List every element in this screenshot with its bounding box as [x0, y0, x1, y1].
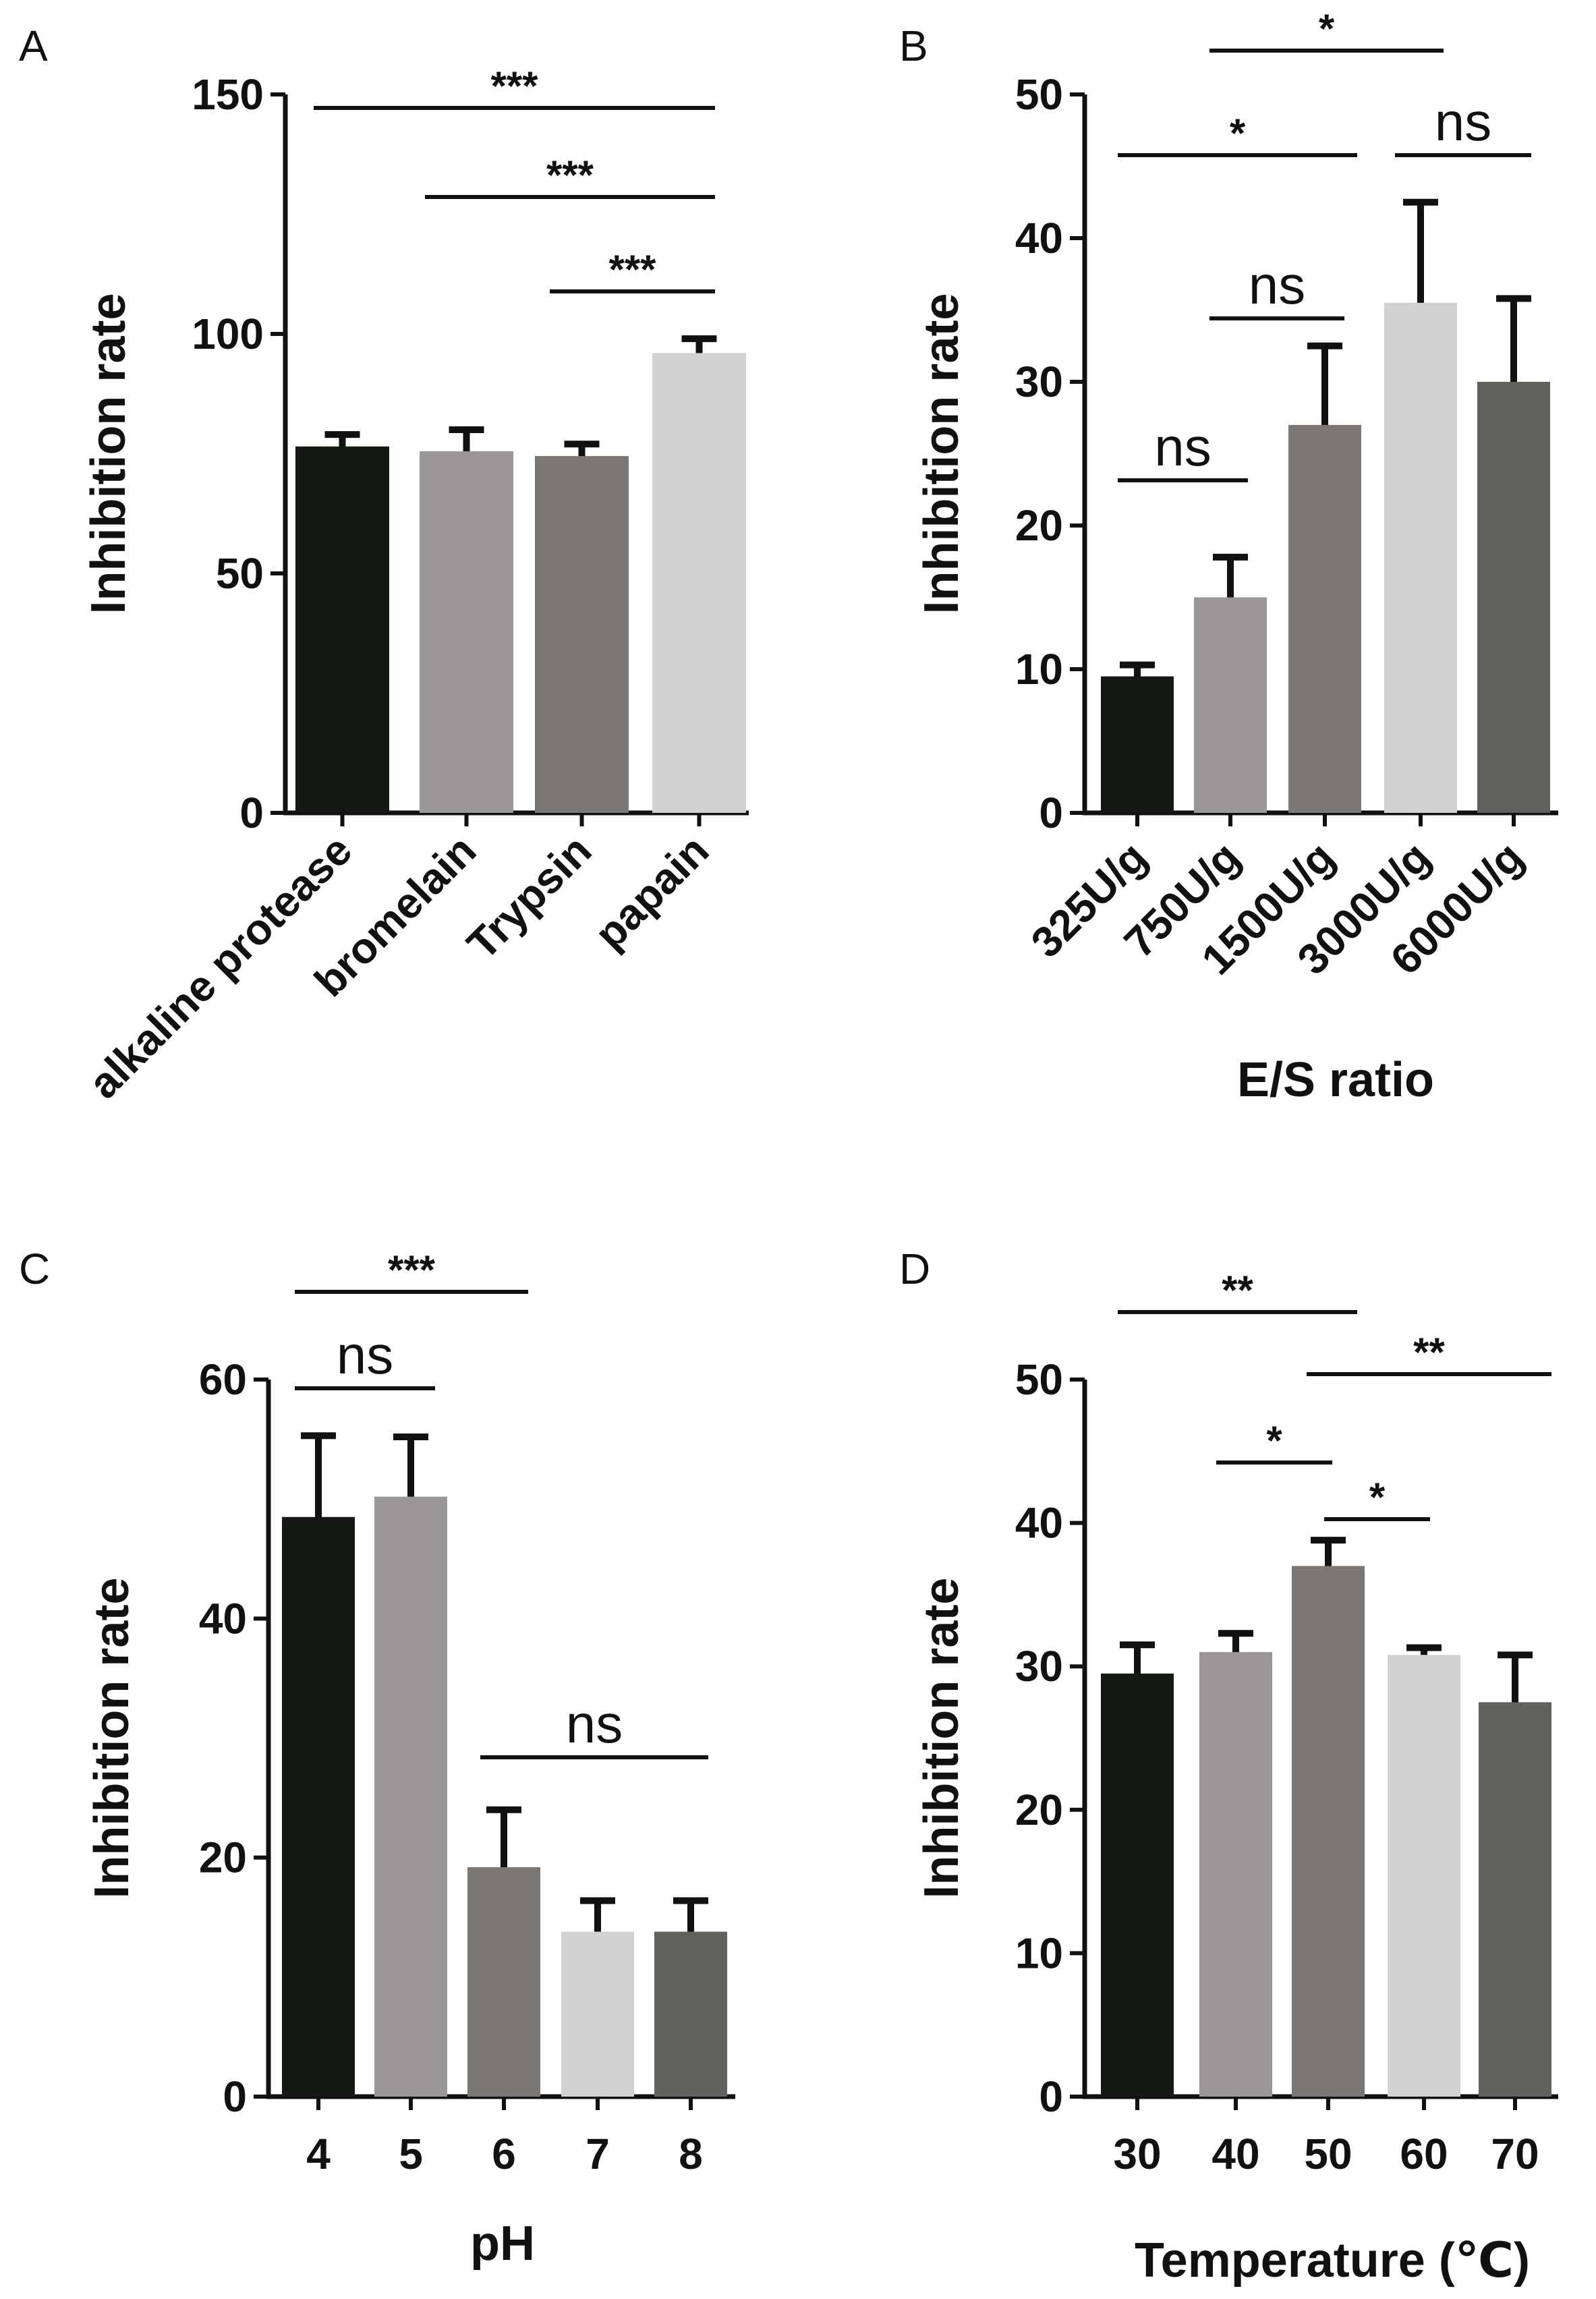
significance-label: *	[1266, 1418, 1282, 1463]
bar	[1384, 302, 1457, 814]
y-tick-label: 30	[1015, 358, 1063, 406]
y-tick-label: 40	[1015, 214, 1063, 262]
x-tick-label: Trypsin	[458, 826, 601, 969]
panel-label: B	[899, 22, 928, 70]
significance-label: **	[1413, 1330, 1445, 1375]
x-tick-label: 7	[586, 2130, 610, 2178]
y-tick-label: 0	[1039, 789, 1063, 837]
significance-label: ***	[490, 63, 538, 109]
y-tick-label: 50	[1015, 1355, 1063, 1404]
panel-label: D	[899, 1245, 930, 1293]
y-tick-label: 40	[199, 1594, 247, 1643]
bar	[561, 1931, 634, 2097]
x-tick-label: 40	[1212, 2130, 1259, 2178]
y-tick-label: 30	[1015, 1642, 1063, 1691]
panel-label: C	[19, 1245, 50, 1293]
significance-label: ns	[1249, 255, 1306, 315]
y-tick-label: 100	[192, 310, 264, 358]
x-tick-label: papain	[586, 826, 718, 959]
x-tick-label: 4	[306, 2130, 331, 2178]
panel-label: A	[19, 22, 48, 70]
bar	[1477, 382, 1550, 813]
y-tick-label: 20	[1015, 1786, 1063, 1834]
x-axis-title: pH	[470, 2217, 535, 2271]
y-tick-label: 0	[239, 789, 264, 837]
bar	[1199, 1651, 1272, 2097]
significance-label: *	[1319, 6, 1335, 51]
y-axis-title: Inhibition rate	[82, 293, 136, 615]
y-tick-label: 20	[1015, 501, 1063, 550]
y-tick-label: 50	[1015, 70, 1063, 119]
significance-label: ns	[566, 1694, 623, 1754]
y-axis-title: Inhibition rate	[915, 1578, 969, 1899]
y-tick-label: 60	[199, 1355, 247, 1404]
x-axis-title: Temperature (℃)	[1135, 2234, 1530, 2288]
y-tick-label: 0	[223, 2072, 247, 2121]
bar	[535, 456, 629, 813]
significance-label: ns	[1435, 92, 1492, 152]
bar	[1292, 1566, 1365, 2097]
significance-label: ***	[608, 247, 656, 292]
bar	[467, 1867, 540, 2097]
bar	[1388, 1655, 1460, 2097]
bar	[295, 446, 389, 813]
x-tick-label: 5	[399, 2130, 423, 2178]
bar	[1101, 676, 1174, 813]
y-axis-title: Inhibition rate	[85, 1578, 139, 1899]
bar	[1479, 1702, 1551, 2097]
y-tick-label: 40	[1015, 1499, 1063, 1548]
significance-label: ***	[546, 152, 594, 198]
x-tick-label: 70	[1491, 2130, 1539, 2178]
y-tick-label: 150	[192, 70, 264, 119]
x-tick-label: 30	[1113, 2130, 1161, 2178]
bar	[1101, 1673, 1174, 2097]
y-axis-title: Inhibition rate	[915, 293, 969, 615]
y-tick-label: 20	[199, 1834, 247, 1882]
significance-label: ns	[337, 1325, 394, 1385]
significance-label: *	[1369, 1475, 1386, 1520]
panel-d: D 0 10 20 30 40 50 Inhibition rate 30 40 50 60 70 Tem…	[899, 1245, 1558, 2288]
bar	[654, 1931, 727, 2097]
y-tick-label: 50	[216, 549, 264, 598]
significance-label: ns	[1154, 417, 1212, 477]
y-tick-label: 10	[1015, 645, 1063, 693]
bar	[1194, 597, 1267, 813]
x-tick-label: 60	[1400, 2130, 1448, 2178]
y-tick-label: 0	[1039, 2072, 1063, 2121]
bar	[374, 1496, 447, 2097]
significance-label: ***	[388, 1247, 436, 1293]
y-tick-label: 10	[1015, 1929, 1063, 1977]
significance-label: **	[1222, 1268, 1253, 1313]
x-axis-title: E/S ratio	[1237, 1053, 1434, 1107]
x-tick-label: 50	[1304, 2130, 1352, 2178]
bar	[420, 451, 513, 813]
panel-c: C 0 20 40 60 Inhibition rate 4 5 6 7 8 pH *** ns ns	[19, 1245, 735, 2271]
bar	[282, 1516, 355, 2097]
bar	[652, 353, 746, 813]
significance-label: *	[1230, 111, 1246, 156]
x-tick-label: 8	[679, 2130, 703, 2178]
bar	[1288, 424, 1361, 813]
x-tick-label: 6	[492, 2130, 516, 2178]
